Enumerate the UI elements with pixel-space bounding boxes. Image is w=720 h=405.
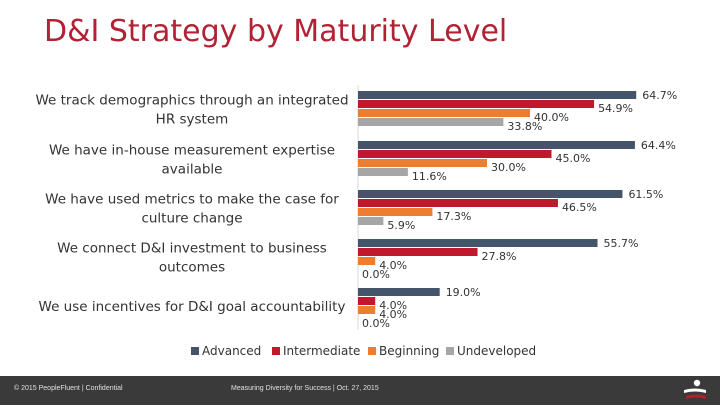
bars-group [357, 85, 637, 330]
bar-beginning [358, 109, 530, 117]
legend-label-undeveloped: Undeveloped [457, 344, 536, 358]
data-label: 45.0% [556, 152, 591, 165]
bar-advanced [358, 288, 440, 296]
legend-swatch-undeveloped [446, 347, 454, 355]
bar-chart: We track demographics through an integra… [35, 85, 677, 358]
footer-copyright: © 2015 PeopleFluent | Confidential [14, 385, 123, 392]
data-label: 4.0% [379, 308, 407, 321]
legend-label-advanced: Advanced [202, 344, 261, 358]
bar-undeveloped [358, 118, 504, 126]
category-label: We connect D&I investment to business out… [57, 241, 327, 276]
data-label: 55.7% [604, 237, 639, 250]
data-label: 4.0% [379, 259, 407, 272]
bar-advanced [358, 141, 635, 149]
category-label: We have used metrics to make the case fo… [45, 192, 339, 227]
value-labels-group: 64.7% 54.9% 40.0%33.8% 64.4% 45.0% 30.0% 11.6%… [362, 89, 677, 330]
bar-intermediate [358, 100, 595, 108]
category-label: We have in-house measurement expertise av… [49, 143, 335, 178]
legend-label-beginning: Beginning [379, 344, 439, 358]
data-label: 17.3% [436, 210, 471, 223]
category-label: We use incentives for D&I goal accountab… [39, 299, 346, 315]
bar-beginning [358, 208, 433, 216]
company-logo-icon [684, 379, 706, 399]
data-label: 19.0% [446, 286, 481, 299]
data-label: 40.0% [534, 111, 569, 124]
data-label: 5.9% [387, 219, 415, 232]
bar-intermediate [358, 297, 376, 305]
data-label: 0.0% [362, 268, 390, 281]
bar-intermediate [358, 248, 478, 256]
bar-advanced [358, 239, 598, 247]
legend-label-intermediate: Intermediate [283, 344, 360, 358]
legend: Advanced Intermediate Beginning Undeveloped [191, 344, 536, 358]
data-label: 33.8% [507, 120, 542, 133]
data-label: 46.5% [562, 201, 597, 214]
data-label: 27.8% [482, 250, 517, 263]
data-label: 64.7% [642, 89, 677, 102]
bar-beginning [358, 257, 376, 265]
bar-intermediate [358, 199, 558, 207]
data-label: 54.9% [598, 102, 633, 115]
bar-beginning [358, 159, 487, 167]
legend-swatch-beginning [368, 347, 376, 355]
data-label: 4.0% [379, 299, 407, 312]
bar-advanced [358, 91, 637, 99]
category-label: We track demographics through an integra… [35, 93, 348, 128]
bar-advanced [358, 190, 623, 198]
data-label: 11.6% [412, 170, 447, 183]
footer-event: Measuring Diversity for Success | Oct. 2… [231, 385, 379, 392]
bar-intermediate [358, 150, 552, 158]
legend-swatch-intermediate [272, 347, 280, 355]
data-label: 0.0% [362, 317, 390, 330]
footer-bar: © 2015 PeopleFluent | Confidential Measu… [0, 376, 720, 405]
slide-title: D&I Strategy by Maturity Level [44, 14, 508, 49]
category-labels-group: We track demographics through an integra… [35, 93, 348, 316]
bar-undeveloped [358, 217, 384, 225]
data-label: 64.4% [641, 139, 676, 152]
data-label: 30.0% [491, 161, 526, 174]
legend-swatch-advanced [191, 347, 199, 355]
data-label: 61.5% [628, 188, 663, 201]
bar-beginning [358, 306, 376, 314]
bar-undeveloped [358, 168, 408, 176]
